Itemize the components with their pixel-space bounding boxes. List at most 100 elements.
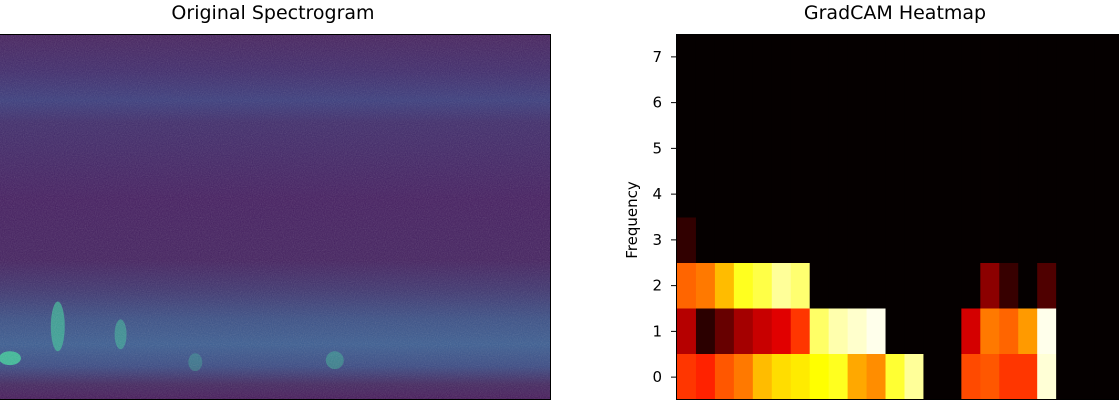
heatmap-cell-r1-c20 bbox=[1056, 308, 1076, 354]
heatmap-cell-r2-c16 bbox=[980, 262, 1000, 309]
heatmap-title: GradCAM Heatmap bbox=[803, 2, 987, 24]
heatmap-cell-r6-c11 bbox=[885, 80, 905, 127]
y-tick-label-4: 4 bbox=[652, 185, 662, 203]
heatmap-cell-r4-c7 bbox=[809, 171, 830, 218]
heatmap-cell-r2-c9 bbox=[847, 262, 868, 309]
heatmap-cell-r6-c9 bbox=[847, 80, 868, 127]
heatmap-cell-r7-c17 bbox=[999, 35, 1019, 81]
heatmap-cell-r3-c3 bbox=[733, 217, 754, 263]
heatmap-cell-r3-c2 bbox=[714, 217, 735, 263]
heatmap-cell-r4-c14 bbox=[942, 171, 962, 218]
heatmap-cell-r2-c22 bbox=[1094, 262, 1114, 309]
heatmap-cell-r7-c4 bbox=[752, 35, 773, 81]
heatmap-cell-r0-c9 bbox=[847, 353, 868, 399]
heatmap-cell-r1-c16 bbox=[980, 308, 1000, 354]
heatmap-cell-r5-c6 bbox=[790, 126, 811, 172]
heatmap-cell-r5-c13 bbox=[923, 126, 943, 172]
heatmap-cell-r6-c20 bbox=[1056, 80, 1076, 127]
heatmap-cell-r5-c10 bbox=[866, 126, 887, 172]
heatmap-cell-r4-c4 bbox=[752, 171, 773, 218]
heatmap-cell-r5-c7 bbox=[809, 126, 830, 172]
heatmap-cell-r3-c15 bbox=[961, 217, 981, 263]
heatmap-cell-r4-c21 bbox=[1075, 171, 1095, 218]
heatmap-cell-r0-c4 bbox=[752, 353, 773, 399]
heatmap-cell-r5-c15 bbox=[961, 126, 981, 172]
heatmap-cell-r1-c4 bbox=[752, 308, 773, 354]
heatmap-cell-r7-c12 bbox=[904, 35, 924, 81]
heatmap-cell-r7-c8 bbox=[828, 35, 849, 81]
heatmap-cell-r5-c11 bbox=[885, 126, 905, 172]
heatmap-cell-r1-c17 bbox=[999, 308, 1019, 354]
heatmap-cell-r1-c3 bbox=[733, 308, 754, 354]
spectrogram-streaks bbox=[0, 301, 344, 372]
heatmap-cell-r0-c17 bbox=[999, 353, 1019, 399]
heatmap-cell-r7-c13 bbox=[923, 35, 943, 81]
y-tick-label-0: 0 bbox=[652, 368, 662, 386]
heatmap-cells bbox=[677, 35, 1114, 399]
heatmap-cell-r5-c19 bbox=[1037, 126, 1057, 172]
spectrogram-image bbox=[0, 35, 550, 399]
heatmap-cell-r2-c1 bbox=[695, 262, 716, 309]
spectrogram-title: Original Spectrogram bbox=[171, 2, 375, 24]
y-tick-label-6: 6 bbox=[652, 94, 662, 112]
heatmap-cell-r3-c8 bbox=[828, 217, 849, 263]
heatmap-cell-r2-c17 bbox=[999, 262, 1019, 309]
y-tick-label-7: 7 bbox=[652, 48, 662, 66]
heatmap-cell-r4-c18 bbox=[1018, 171, 1038, 218]
heatmap-cell-r4-c17 bbox=[999, 171, 1019, 218]
spectrogram-background bbox=[0, 35, 550, 399]
heatmap-cell-r3-c7 bbox=[809, 217, 830, 263]
heatmap-cell-r0-c1 bbox=[695, 353, 716, 399]
heatmap-cell-r7-c0 bbox=[677, 35, 697, 81]
heatmap-cell-r0-c0 bbox=[677, 353, 697, 399]
spectrogram-streak-4 bbox=[325, 351, 344, 370]
heatmap-cell-r2-c0 bbox=[677, 262, 697, 309]
heatmap-cell-r5-c5 bbox=[771, 126, 792, 172]
heatmap-cell-r4-c20 bbox=[1056, 171, 1076, 218]
heatmap-cell-r1-c7 bbox=[809, 308, 830, 354]
heatmap-cell-r6-c10 bbox=[866, 80, 887, 127]
heatmap-cell-r3-c20 bbox=[1056, 217, 1076, 263]
heatmap-y-axis: 0 1 2 3 4 5 6 7 bbox=[652, 48, 676, 386]
heatmap-cell-r3-c1 bbox=[695, 217, 716, 263]
heatmap-cell-r5-c22 bbox=[1094, 126, 1114, 172]
y-tick-label-2: 2 bbox=[652, 277, 662, 295]
heatmap-cell-r6-c8 bbox=[828, 80, 849, 127]
heatmap-cell-r7-c5 bbox=[771, 35, 792, 81]
heatmap-cell-r4-c16 bbox=[980, 171, 1000, 218]
heatmap-cell-r7-c22 bbox=[1094, 35, 1114, 81]
heatmap-cell-r5-c8 bbox=[828, 126, 849, 172]
heatmap-cell-r0-c15 bbox=[961, 353, 981, 399]
heatmap-cell-r7-c3 bbox=[733, 35, 754, 81]
heatmap-cell-r2-c18 bbox=[1018, 262, 1038, 309]
heatmap-cell-r1-c11 bbox=[885, 308, 905, 354]
spectrogram-plot bbox=[0, 34, 551, 400]
heatmap-cell-r3-c17 bbox=[999, 217, 1019, 263]
heatmap-cell-r7-c19 bbox=[1037, 35, 1057, 81]
heatmap-cell-r1-c13 bbox=[923, 308, 943, 354]
heatmap-cell-r1-c8 bbox=[828, 308, 849, 354]
heatmap-cell-r7-c16 bbox=[980, 35, 1000, 81]
heatmap-cell-r2-c7 bbox=[809, 262, 830, 309]
heatmap-cell-r1-c0 bbox=[677, 308, 697, 354]
heatmap-cell-r1-c18 bbox=[1018, 308, 1038, 354]
heatmap-cell-r7-c10 bbox=[866, 35, 887, 81]
heatmap-cell-r6-c18 bbox=[1018, 80, 1038, 127]
heatmap-cell-r2-c2 bbox=[714, 262, 735, 309]
heatmap-cell-r5-c9 bbox=[847, 126, 868, 172]
heatmap-cell-r4-c22 bbox=[1094, 171, 1114, 218]
heatmap-cell-r2-c6 bbox=[790, 262, 811, 309]
heatmap-cell-r0-c12 bbox=[904, 353, 924, 399]
heatmap-cell-r3-c0 bbox=[677, 217, 697, 263]
heatmap-cell-r0-c5 bbox=[771, 353, 792, 399]
heatmap-cell-r6-c21 bbox=[1075, 80, 1095, 127]
heatmap-cell-r5-c16 bbox=[980, 126, 1000, 172]
heatmap-cell-r2-c10 bbox=[866, 262, 887, 309]
heatmap-cell-r5-c3 bbox=[733, 126, 754, 172]
heatmap-cell-r3-c22 bbox=[1094, 217, 1114, 263]
heatmap-cell-r5-c0 bbox=[677, 126, 697, 172]
heatmap-cell-r7-c20 bbox=[1056, 35, 1076, 81]
heatmap-cell-r0-c14 bbox=[942, 353, 962, 399]
heatmap-cell-r0-c13 bbox=[923, 353, 943, 399]
heatmap-cell-r4-c2 bbox=[714, 171, 735, 218]
